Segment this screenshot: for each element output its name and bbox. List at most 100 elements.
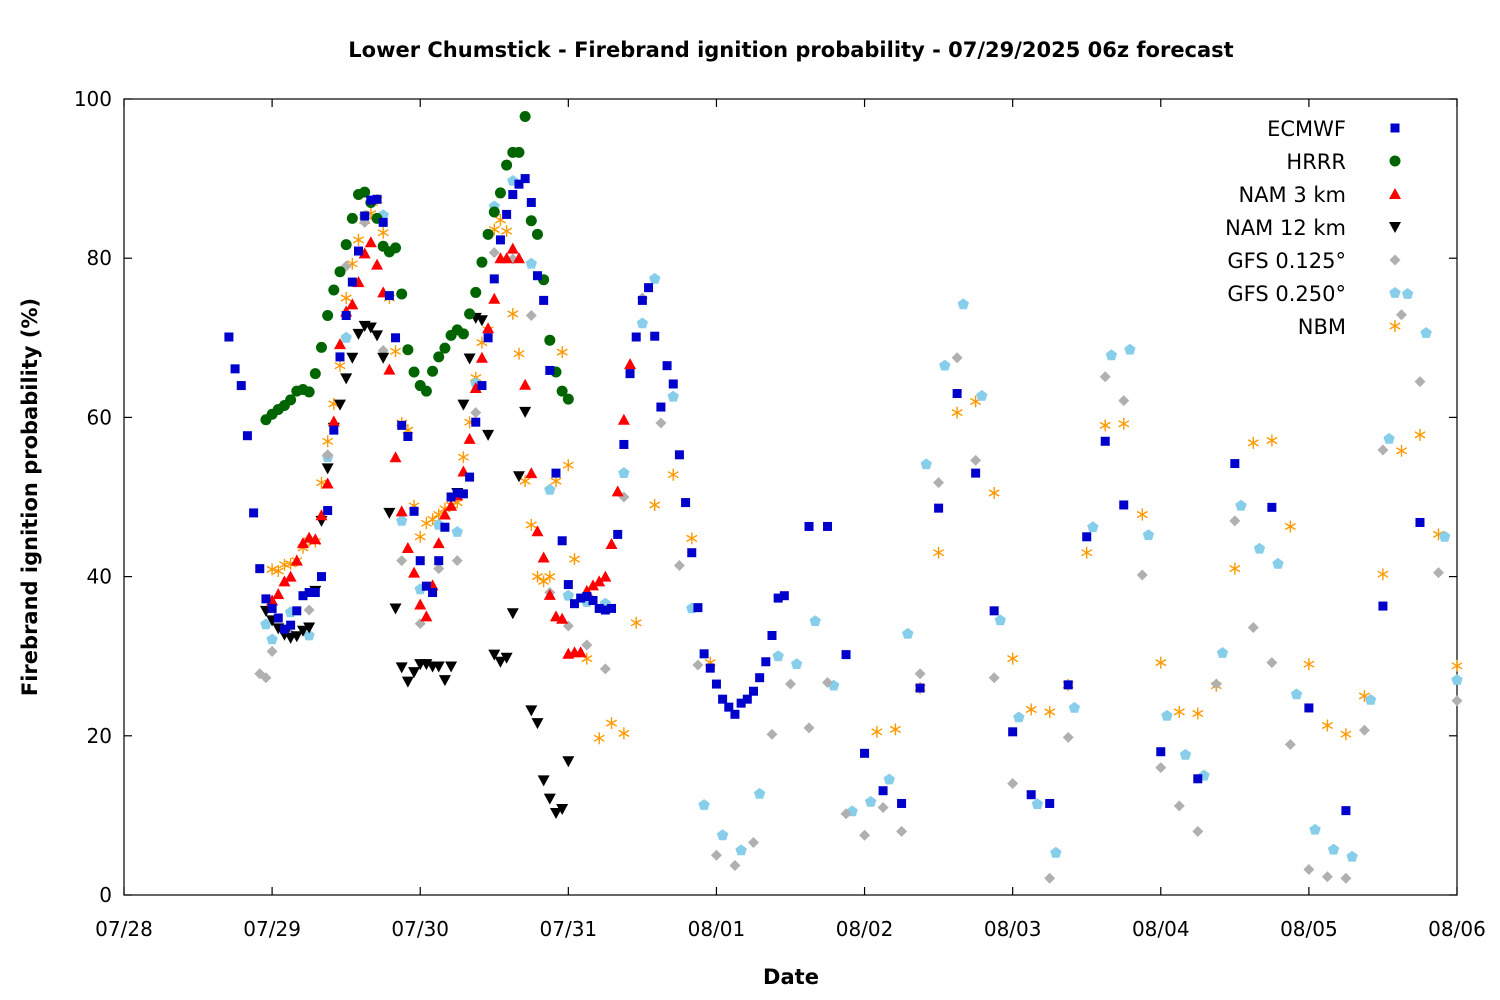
data-point (557, 536, 567, 546)
data-point (296, 537, 309, 549)
data-point (396, 555, 408, 567)
legend-marker (1389, 287, 1401, 298)
data-point (568, 553, 581, 566)
data-point (457, 328, 469, 340)
data-point (1007, 778, 1019, 790)
data-point (519, 406, 532, 418)
data-point (594, 603, 604, 613)
data-point (397, 420, 407, 430)
data-point (445, 661, 458, 673)
data-points (224, 111, 1463, 884)
data-point (396, 288, 408, 300)
data-point (970, 454, 982, 466)
data-point (1451, 659, 1463, 672)
data-point (570, 599, 580, 609)
legend-label: NBM (1298, 315, 1346, 339)
data-point (464, 308, 476, 320)
data-point (747, 836, 759, 848)
data-point (340, 292, 352, 304)
data-point (500, 652, 513, 664)
data-point (346, 298, 359, 310)
data-point (352, 328, 365, 340)
data-point (420, 385, 432, 397)
data-point (371, 258, 384, 270)
data-point (1118, 417, 1130, 430)
data-point (514, 179, 524, 189)
data-point (531, 718, 544, 730)
data-point (1136, 508, 1148, 521)
data-point (649, 272, 661, 284)
data-point (537, 775, 550, 787)
data-point (366, 195, 376, 205)
data-point (896, 825, 908, 837)
data-point (865, 795, 877, 807)
data-point (656, 402, 666, 412)
data-point (333, 338, 346, 350)
data-point (1247, 436, 1259, 449)
data-point (322, 449, 334, 461)
data-point (556, 385, 568, 397)
data-point (785, 678, 796, 690)
data-point (607, 603, 617, 613)
data-point (329, 425, 339, 435)
data-point (1210, 678, 1222, 690)
data-point (1266, 434, 1278, 447)
data-point (457, 451, 469, 464)
data-point (502, 209, 512, 219)
data-point (304, 588, 314, 598)
data-point (501, 159, 513, 171)
data-point (1383, 432, 1395, 444)
data-point (618, 467, 630, 478)
data-point (408, 566, 421, 578)
data-point (1395, 309, 1407, 321)
data-point (267, 603, 277, 613)
data-point (255, 564, 265, 574)
x-tick-label: 08/02 (836, 917, 894, 941)
data-point (562, 459, 574, 472)
data-point (761, 657, 771, 667)
data-point (525, 310, 537, 322)
data-point (352, 233, 365, 246)
data-point (249, 508, 259, 518)
data-point (1230, 459, 1240, 469)
data-point (976, 389, 988, 401)
data-point (482, 228, 494, 240)
data-point (716, 829, 729, 841)
data-point (556, 804, 569, 816)
legend-marker (1389, 155, 1401, 167)
data-point (1136, 569, 1148, 581)
data-point (1401, 288, 1414, 299)
data-point (483, 333, 493, 343)
data-point (933, 546, 945, 559)
data-point (408, 667, 421, 679)
y-tick-label: 100 (74, 87, 112, 111)
data-point (735, 844, 747, 856)
data-point (525, 215, 537, 227)
x-tick-label: 08/03 (984, 917, 1042, 941)
data-point (396, 514, 408, 526)
data-point (574, 646, 587, 658)
data-point (296, 625, 309, 637)
x-tick-label: 07/30 (391, 917, 449, 941)
data-point (581, 639, 593, 651)
data-point (1192, 825, 1204, 837)
data-point (742, 694, 752, 704)
data-point (458, 489, 468, 499)
data-point (1340, 872, 1352, 884)
data-point (433, 563, 445, 575)
data-point (1439, 530, 1451, 542)
data-point (279, 624, 289, 634)
data-point (414, 598, 427, 610)
data-point (434, 556, 444, 566)
x-tick-label: 07/29 (243, 917, 301, 941)
data-point (878, 786, 888, 796)
data-point (692, 659, 704, 671)
data-point (730, 709, 740, 719)
data-point (414, 530, 426, 543)
data-point (1432, 567, 1444, 579)
data-point (286, 620, 296, 630)
data-point (384, 291, 394, 301)
x-tick-label: 08/05 (1280, 917, 1338, 941)
data-point (438, 508, 451, 520)
data-point (1451, 674, 1463, 685)
